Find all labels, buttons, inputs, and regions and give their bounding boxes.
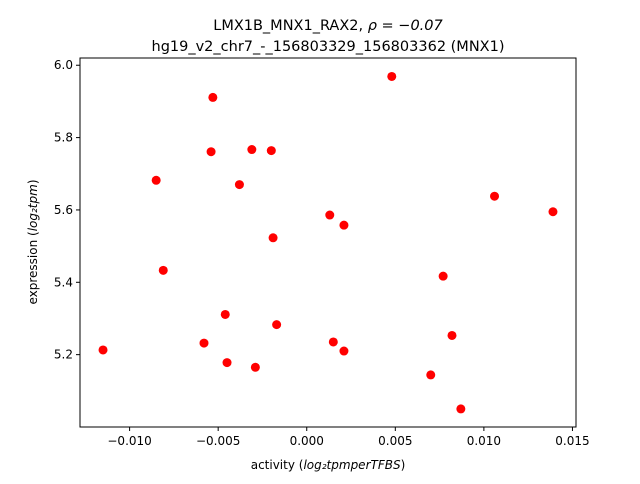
data-point-2: [247, 145, 257, 155]
data-point-19: [98, 345, 108, 355]
data-point-24: [456, 404, 466, 414]
chart-title-line2: hg19_v2_chr7_-_156803329_156803362 (MNX1…: [152, 39, 505, 55]
data-point-6: [234, 180, 244, 190]
y-tick-label: 6.0: [54, 58, 73, 72]
x-tick-label: −0.005: [196, 434, 240, 448]
data-point-18: [199, 338, 209, 348]
chart-title-line1: LMX1B_MNX1_RAX2, ρ = −0.07: [213, 18, 443, 34]
x-tick-label: −0.010: [107, 434, 151, 448]
data-point-10: [339, 220, 349, 230]
data-point-23: [426, 370, 436, 380]
data-point-3: [266, 146, 276, 156]
y-tick-label: 5.6: [54, 203, 73, 217]
x-tick-label: 0.010: [467, 434, 501, 448]
data-point-1: [208, 92, 218, 102]
data-point-0: [387, 71, 397, 81]
plot-area-frame: [79, 57, 577, 428]
data-point-9: [325, 210, 335, 220]
data-point-4: [206, 147, 216, 157]
y-tick-label: 5.2: [54, 348, 73, 362]
data-point-16: [447, 330, 457, 340]
data-point-5: [151, 175, 161, 185]
data-point-22: [250, 362, 260, 372]
y-axis-label: expression (log₂tpm): [26, 179, 40, 304]
y-tick-label: 5.4: [54, 275, 73, 289]
x-tick-label: 0.000: [290, 434, 324, 448]
x-axis-label: activity (log₂tpmperTFBS): [251, 458, 406, 472]
data-point-8: [548, 207, 558, 217]
data-point-13: [438, 271, 448, 281]
data-point-20: [339, 346, 349, 356]
x-axis-ticks: −0.010 −0.005 0.000 0.005 0.010 0.015: [107, 427, 590, 448]
x-tick-label: 0.005: [378, 434, 412, 448]
y-tick-label: 5.8: [54, 131, 73, 145]
data-point-12: [158, 265, 168, 275]
data-point-15: [272, 320, 282, 330]
data-point-21: [222, 358, 232, 368]
data-point-17: [328, 337, 338, 347]
data-point-14: [220, 309, 230, 319]
y-axis-ticks: 5.2 5.4 5.6 5.8 6.0: [54, 58, 80, 362]
x-tick-label: 0.015: [555, 434, 589, 448]
data-point-7: [490, 191, 500, 201]
data-point-11: [268, 233, 278, 243]
data-points: [98, 71, 558, 414]
